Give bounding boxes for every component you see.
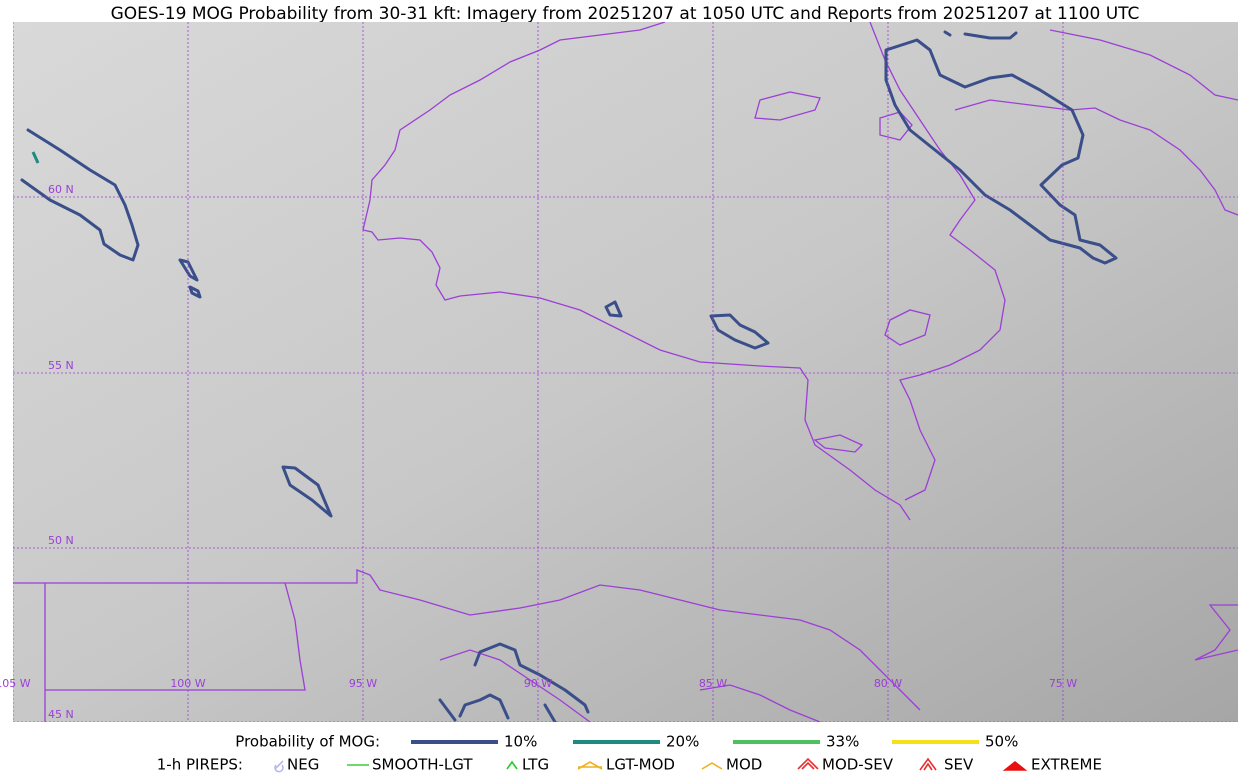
contour: [604, 300, 623, 318]
legend-heading: 1-h PIREPS:: [157, 756, 243, 774]
coastline: [754, 91, 821, 121]
legend-label: EXTREME: [1031, 756, 1102, 774]
contour: [178, 258, 202, 299]
coastline: [869, 22, 1006, 501]
lon-label: 80 W: [874, 677, 902, 690]
lat-label: 55 N: [48, 359, 74, 372]
legend-icon: [919, 757, 937, 771]
coastline: [813, 434, 864, 453]
coastline: [362, 22, 666, 231]
satellite-imagery: [13, 22, 1238, 722]
coastline: [1049, 29, 1238, 101]
legend-icon: [506, 760, 518, 770]
legend-label: 20%: [666, 733, 699, 751]
lon-label: 100 W: [170, 677, 205, 690]
legend-label: SEV: [944, 756, 974, 774]
contour: [438, 642, 590, 722]
legend-label: 33%: [826, 733, 859, 751]
contour: [884, 38, 1118, 265]
coastline: [362, 229, 911, 521]
coastline: [954, 99, 1238, 216]
lon-label: 90 W: [524, 677, 552, 690]
coastlines: [13, 22, 1238, 722]
contour: [943, 30, 1018, 40]
legend-icon: [797, 757, 819, 770]
coastline: [1194, 604, 1238, 661]
coastline: [699, 684, 821, 722]
border: [44, 582, 306, 722]
legend-label: 10%: [504, 733, 537, 751]
legend-label: MOD-SEV: [822, 756, 894, 774]
graticule-labels: 60 N 55 N 50 N 45 N 105 W 100 W 95 W 90 W 85 W 80…: [0, 183, 1077, 721]
legend-label: LGT-MOD: [606, 756, 675, 774]
coastline: [439, 649, 591, 722]
legend-icon: [577, 761, 603, 770]
map: [13, 22, 1238, 722]
contour-20: [31, 151, 40, 164]
lat-label: 60 N: [48, 183, 74, 196]
contour: [20, 128, 140, 262]
lon-label: 75 W: [1049, 677, 1077, 690]
legend-label: LTG: [522, 756, 549, 774]
mog-contours: [20, 30, 1118, 722]
lon-label: 85 W: [699, 677, 727, 690]
legend-label: MOD: [726, 756, 762, 774]
lat-label: 50 N: [48, 534, 74, 547]
legend-icon: [701, 762, 723, 770]
title: GOES-19 MOG Probability from 30-31 kft: …: [111, 4, 1140, 24]
legend-label: NEG: [287, 756, 319, 774]
graticule: [13, 22, 1238, 722]
contour: [281, 465, 333, 518]
legend: Probability of MOG: 10% 20% 33% 50% 1-h PIREP…: [157, 733, 1102, 774]
lon-label: 95 W: [349, 677, 377, 690]
legend-label: 50%: [985, 733, 1018, 751]
legend-label: SMOOTH-LGT: [372, 756, 473, 774]
legend-heading: Probability of MOG:: [235, 733, 380, 751]
lon-label: 105 W: [0, 677, 31, 690]
legend-icon: [1002, 760, 1028, 771]
coastline: [13, 569, 921, 711]
coastline: [879, 111, 913, 141]
lat-label: 45 N: [48, 708, 74, 721]
contour: [709, 313, 770, 350]
legend-icon: [274, 760, 284, 773]
coastline: [884, 309, 931, 346]
